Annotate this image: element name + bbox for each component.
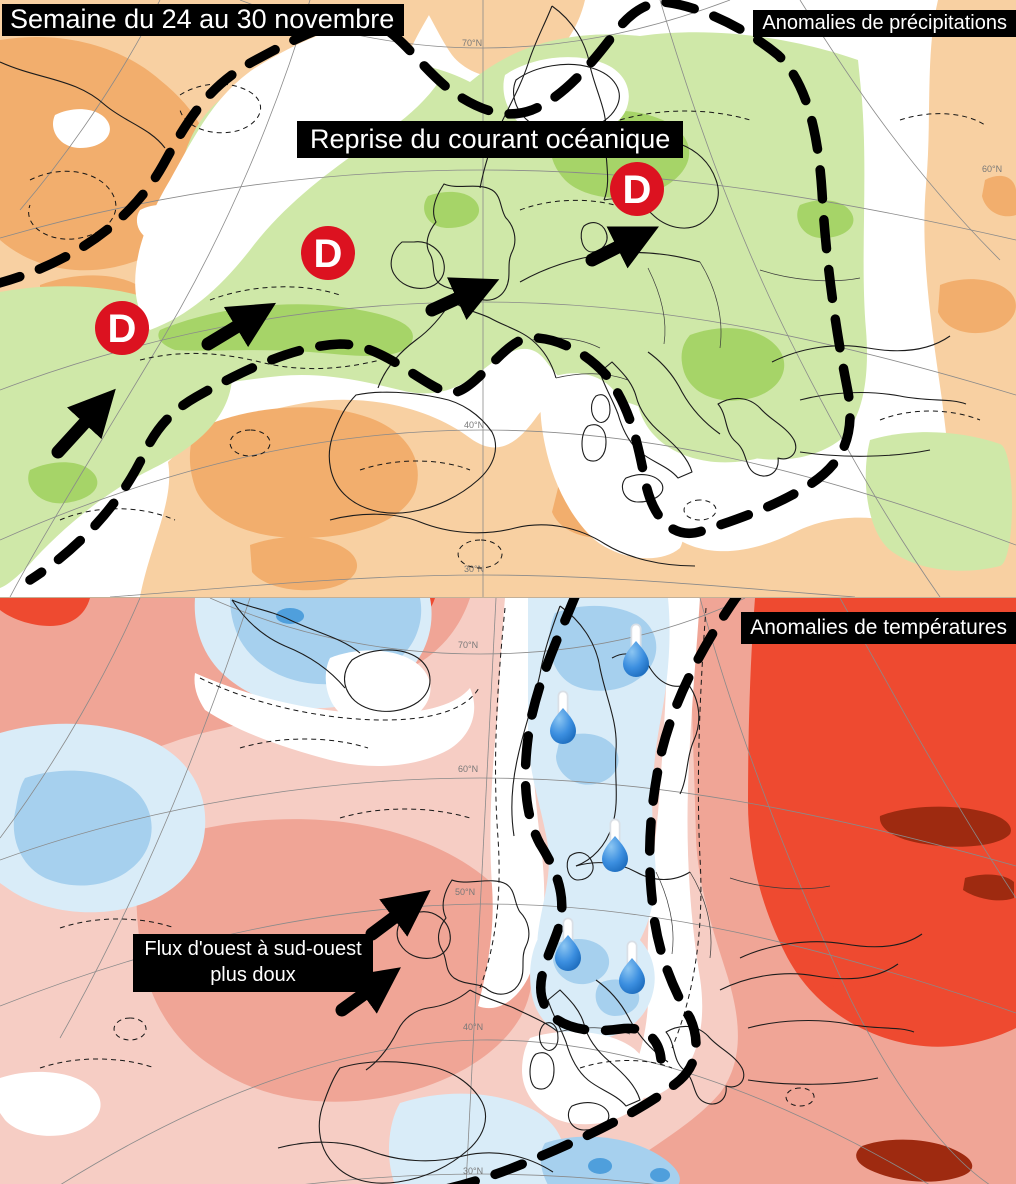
flow-arrow <box>335 967 401 1017</box>
latitude-label: 50°N <box>455 887 475 897</box>
flow-arrow <box>365 889 431 941</box>
ocean-current-annotation: Reprise du courant océanique <box>297 121 684 158</box>
precipitation-map: 70°N 60°N 40°N 30°N <box>0 0 1016 597</box>
cold-thermometer-icon <box>619 940 645 994</box>
flow-arrow <box>585 226 659 269</box>
latitude-label: 40°N <box>463 1022 483 1032</box>
svg-text:D: D <box>623 168 652 212</box>
cold-thermometer-icon <box>550 690 576 744</box>
latitude-label: 70°N <box>462 38 482 48</box>
temp-boundary-dashed-line <box>446 598 742 1184</box>
temperature-panel-label: Anomalies de températures <box>741 612 1016 644</box>
flux-annotation: Flux d'ouest à sud-ouest plus doux <box>133 934 373 992</box>
temp-flow-arrows <box>335 889 431 1017</box>
temperature-map: 70°N 60°N 50°N 40°N 30°N <box>0 598 1016 1184</box>
depression-marker-icon: D <box>95 301 149 355</box>
precip-anomaly-fill-layer <box>0 0 1016 597</box>
svg-text:D: D <box>314 232 343 276</box>
flow-arrow <box>425 277 500 321</box>
precipitation-map-panel: 70°N 60°N 40°N 30°N <box>0 0 1016 597</box>
depression-markers: D D D <box>95 162 664 355</box>
temp-graticule-layer: 70°N 60°N 50°N 40°N 30°N <box>0 598 1016 1184</box>
latitude-label: 40°N <box>464 420 484 430</box>
latitude-label: 30°N <box>464 564 484 574</box>
precip-flow-arrows <box>51 226 659 459</box>
latitude-label: 60°N <box>982 164 1002 174</box>
week-title-banner: Semaine du 24 au 30 novembre <box>2 4 405 36</box>
temperature-map-panel: 70°N 60°N 50°N 40°N 30°N <box>0 597 1016 1184</box>
thermometer-icons <box>550 623 649 994</box>
latitude-label: 70°N <box>458 640 478 650</box>
cold-thermometer-icon <box>602 818 628 872</box>
flux-annotation-line1: Flux d'ouest à sud-ouest <box>144 938 362 960</box>
temp-contour-layer <box>39 607 815 1107</box>
flux-annotation-line2: plus doux <box>210 964 296 986</box>
depression-marker-icon: D <box>301 226 355 280</box>
cold-thermometer-icon <box>623 623 649 677</box>
temp-anomaly-fill-layer <box>0 598 1016 1184</box>
svg-text:D: D <box>108 307 137 351</box>
flow-arrow <box>51 388 116 459</box>
flow-arrow <box>201 302 277 351</box>
latitude-label: 60°N <box>458 764 478 774</box>
precipitation-panel-label: Anomalies de précipitations <box>753 10 1016 37</box>
latitude-label: 30°N <box>463 1166 483 1176</box>
depression-marker-icon: D <box>610 162 664 216</box>
cold-thermometer-icon <box>555 917 581 971</box>
precip-coastline-layer <box>0 5 967 567</box>
